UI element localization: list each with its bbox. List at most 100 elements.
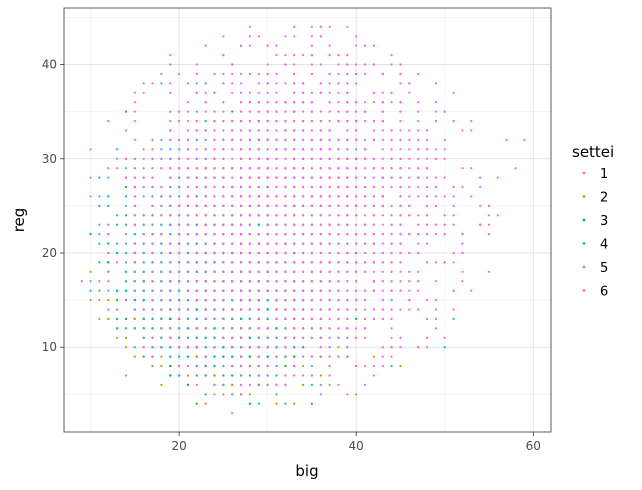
data-point (186, 374, 190, 377)
data-point (160, 383, 163, 386)
data-point (133, 355, 136, 358)
data-point (107, 280, 110, 283)
data-point (98, 233, 101, 236)
data-point (186, 383, 190, 386)
data-point (169, 148, 172, 151)
data-point (284, 364, 287, 368)
data-point (178, 72, 181, 76)
data-point (213, 223, 216, 226)
data-point (346, 25, 349, 28)
data-point (319, 374, 322, 377)
data-point (231, 383, 234, 386)
data-point (372, 44, 375, 47)
data-point (116, 308, 119, 311)
data-point (169, 346, 172, 349)
data-point (186, 336, 190, 339)
data-point (107, 204, 110, 207)
data-point (443, 148, 446, 151)
data-point (178, 176, 181, 179)
data-point (505, 138, 508, 141)
data-point (372, 355, 375, 358)
data-point (204, 393, 207, 396)
data-point (160, 242, 163, 245)
data-point (151, 261, 154, 264)
data-point (275, 346, 278, 349)
data-point (142, 195, 145, 198)
data-point (133, 327, 136, 330)
data-point (204, 346, 207, 349)
data-point (443, 195, 446, 198)
data-point (133, 167, 136, 170)
data-point (257, 72, 260, 76)
data-point (222, 364, 225, 368)
data-point (80, 280, 83, 283)
data-point (310, 35, 313, 38)
data-point (142, 317, 145, 320)
data-point (248, 402, 251, 405)
data-point (302, 383, 305, 386)
data-point (160, 364, 163, 368)
data-point (372, 101, 375, 104)
data-point (284, 355, 287, 358)
data-point (248, 317, 251, 320)
data-point (222, 355, 225, 358)
data-point (169, 364, 172, 368)
data-point (124, 289, 128, 292)
data-point (124, 185, 128, 189)
data-point (89, 148, 92, 151)
data-point (116, 223, 119, 226)
data-point (133, 270, 136, 273)
data-point (124, 167, 128, 170)
data-point (107, 242, 110, 245)
data-point (231, 317, 234, 320)
data-point (417, 214, 420, 217)
data-point (116, 317, 119, 320)
data-point (266, 317, 269, 320)
data-point (240, 374, 243, 377)
data-point (319, 383, 322, 386)
data-point (213, 261, 216, 264)
data-point (186, 242, 190, 245)
data-point (178, 289, 181, 292)
data-point (160, 82, 163, 85)
data-point (169, 185, 172, 189)
data-point (107, 299, 110, 302)
data-point (178, 355, 181, 358)
data-point (204, 402, 207, 405)
data-point (434, 308, 437, 311)
data-point (213, 374, 216, 377)
data-point (275, 364, 278, 368)
data-point (116, 214, 119, 217)
data-point (133, 233, 136, 236)
data-point (133, 346, 136, 349)
data-point (452, 308, 455, 311)
data-point (310, 129, 313, 132)
data-point (195, 110, 198, 113)
data-point (248, 44, 251, 47)
data-point (310, 402, 313, 405)
data-point (151, 364, 154, 368)
data-point (248, 393, 251, 396)
data-point (160, 336, 163, 339)
data-point (275, 138, 278, 141)
data-point (195, 355, 198, 358)
data-point (195, 261, 198, 264)
data-point (195, 82, 198, 85)
data-point (302, 346, 305, 349)
data-point (142, 327, 145, 330)
data-point (142, 299, 145, 302)
data-point (222, 383, 225, 386)
data-point (231, 412, 234, 415)
data-point (124, 195, 128, 198)
data-point (195, 374, 198, 377)
data-point (257, 336, 260, 339)
data-point (231, 110, 234, 113)
data-point (116, 336, 119, 339)
data-point (355, 393, 358, 396)
data-point (160, 251, 163, 255)
data-point (222, 393, 225, 396)
data-point (310, 383, 313, 386)
data-point (124, 242, 128, 245)
data-point (240, 317, 243, 320)
